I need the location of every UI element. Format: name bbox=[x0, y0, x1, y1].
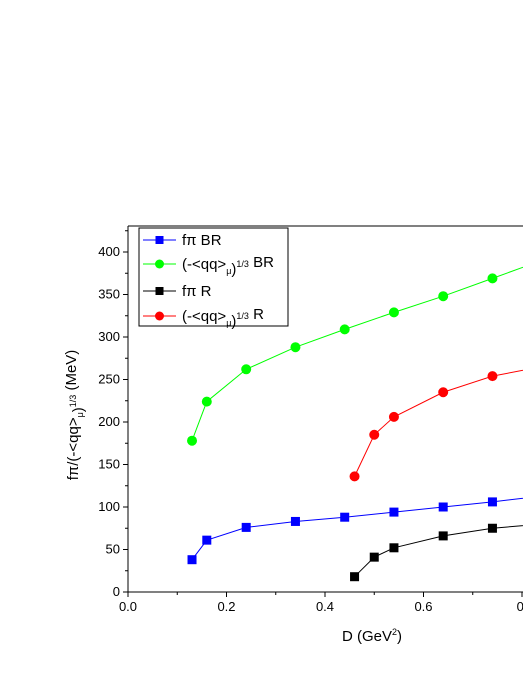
data-point bbox=[438, 387, 449, 398]
data-point bbox=[369, 552, 379, 562]
legend: fπ BR (-<qq>μ)1/3 BR fπ R (-<qq>μ)1/3 R bbox=[138, 227, 289, 330]
series-layer bbox=[187, 266, 523, 582]
series-1 bbox=[187, 266, 523, 446]
data-point bbox=[487, 273, 498, 284]
data-point bbox=[340, 512, 350, 522]
legend-label: fπ R bbox=[182, 283, 212, 300]
data-point bbox=[187, 555, 197, 565]
y-tick-label: 300 bbox=[98, 329, 120, 344]
x-axis-title: D (GeV2) bbox=[342, 627, 402, 645]
legend-marker bbox=[155, 236, 164, 244]
x-tick-label: 0.4 bbox=[316, 599, 334, 614]
legend-marker bbox=[155, 259, 164, 269]
data-point bbox=[389, 543, 399, 553]
x-tick-label: 0. bbox=[517, 599, 523, 614]
data-point bbox=[350, 572, 360, 582]
data-point bbox=[187, 435, 198, 446]
data-point bbox=[241, 522, 251, 532]
x-tick-label: 0.6 bbox=[414, 599, 432, 614]
legend-marker bbox=[155, 311, 164, 321]
y-tick-label: 50 bbox=[106, 542, 120, 557]
data-point bbox=[241, 364, 252, 375]
y-tick-label: 0 bbox=[113, 584, 120, 599]
y-tick-label: 250 bbox=[98, 372, 120, 387]
data-point bbox=[487, 497, 497, 507]
data-point bbox=[339, 324, 350, 335]
y-tick-label: 350 bbox=[98, 287, 120, 302]
data-point bbox=[438, 291, 449, 302]
series-line bbox=[191, 497, 523, 561]
x-tick-label: 0.0 bbox=[119, 599, 137, 614]
data-point bbox=[388, 411, 399, 422]
y-tick-label: 100 bbox=[98, 499, 120, 514]
data-point bbox=[438, 531, 448, 541]
y-axis-title: fπ/(-<qq>μ)1/3 (MeV) bbox=[63, 350, 87, 481]
data-point bbox=[202, 535, 212, 545]
y-tick-label: 200 bbox=[98, 414, 120, 429]
y-tick-label: 400 bbox=[98, 244, 120, 259]
series-3 bbox=[349, 369, 523, 482]
legend-box bbox=[138, 227, 289, 327]
data-point bbox=[487, 371, 498, 382]
y-tick-label: 150 bbox=[98, 457, 120, 472]
legend-label: fπ BR bbox=[182, 232, 222, 249]
data-point bbox=[201, 396, 212, 407]
data-point bbox=[290, 516, 300, 526]
series-2 bbox=[350, 523, 523, 582]
series-0 bbox=[187, 497, 523, 565]
data-point bbox=[290, 342, 301, 353]
x-tick-label: 0.2 bbox=[217, 599, 235, 614]
data-point bbox=[438, 502, 448, 512]
data-point bbox=[369, 429, 380, 440]
legend-marker bbox=[155, 287, 164, 295]
legend-label: (-<qq>μ)1/3 R bbox=[182, 306, 264, 330]
legend-label: (-<qq>μ)1/3 BR bbox=[182, 254, 274, 278]
data-point bbox=[349, 471, 360, 482]
series-line bbox=[354, 369, 523, 477]
data-point bbox=[389, 507, 399, 517]
data-point bbox=[487, 523, 497, 533]
data-point bbox=[388, 307, 399, 318]
